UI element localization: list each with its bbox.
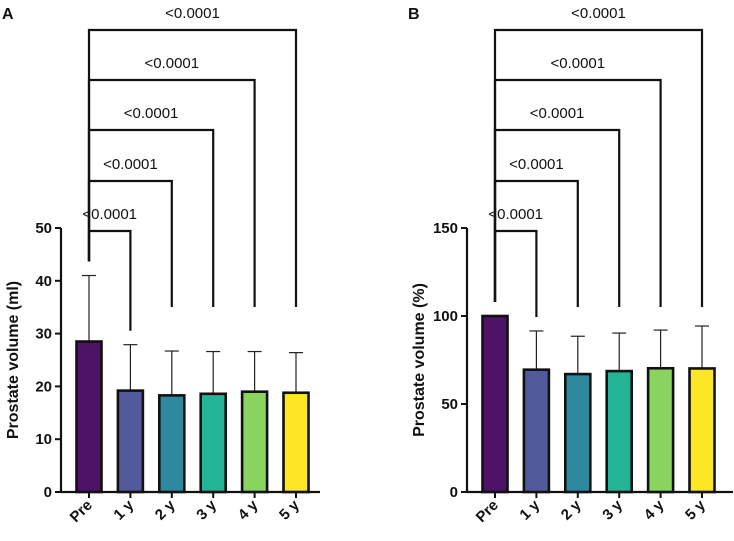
p-value-label: <0.0001 — [488, 206, 543, 223]
significance-bracket — [493, 28, 704, 307]
y-tick-label: 10 — [35, 431, 52, 448]
bar-5y — [282, 391, 310, 494]
x-tick-label: 5 y — [682, 496, 709, 523]
bar-Pre — [75, 340, 103, 494]
significance-bracket — [87, 229, 132, 331]
y-axis-label: Prostate volume (%) — [411, 283, 428, 437]
p-value-label: <0.0001 — [550, 55, 605, 72]
y-tick-label: 40 — [35, 273, 52, 290]
bar-2y — [158, 394, 186, 494]
bar-1y — [522, 368, 551, 494]
bar-1y — [116, 389, 145, 494]
y-tick-label: 0 — [44, 484, 52, 501]
x-tick-label: Pre — [67, 497, 96, 526]
y-tick-label: 0 — [450, 484, 458, 501]
p-value-label: <0.0001 — [165, 5, 220, 22]
bar-Pre — [481, 314, 509, 494]
y-tick-label: 150 — [433, 220, 458, 237]
bar-3y — [199, 392, 227, 494]
x-tick-label: 2 y — [152, 496, 179, 523]
x-tick-label: 3 y — [193, 496, 220, 523]
bar-4y — [240, 390, 269, 494]
y-tick-label: 50 — [35, 220, 52, 237]
x-tick-label: 1 y — [110, 496, 137, 523]
y-tick-label: 20 — [35, 378, 52, 395]
bar-5y — [688, 367, 716, 494]
x-tick-label: 4 y — [235, 496, 262, 523]
x-tick-label: 4 y — [641, 496, 668, 523]
p-value-label: <0.0001 — [82, 206, 137, 223]
y-axis-label: Prostate volume (ml) — [5, 281, 22, 439]
y-tick-label: 100 — [433, 308, 458, 325]
x-tick-label: 3 y — [599, 496, 626, 523]
significance-bracket — [87, 28, 298, 307]
panel-a: A 0 10 20 30 40 50 Prostate volume (ml) Pre 1 y 2 … — [2, 5, 320, 526]
bar-3y — [605, 369, 634, 494]
p-value-label: <0.0001 — [103, 156, 158, 173]
x-tick-label: 5 y — [276, 496, 303, 523]
p-value-label: <0.0001 — [571, 5, 626, 22]
panel-label: A — [2, 6, 14, 23]
p-value-label: <0.0001 — [530, 105, 585, 122]
panel-label: B — [408, 6, 420, 23]
x-tick-label: 2 y — [558, 496, 585, 523]
significance-bracket — [493, 229, 538, 317]
y-tick-label: 50 — [441, 396, 458, 413]
bar-4y — [646, 366, 675, 494]
x-tick-label: 1 y — [516, 496, 543, 523]
p-value-label: <0.0001 — [144, 55, 199, 72]
p-value-label: <0.0001 — [509, 156, 564, 173]
bar-2y — [563, 372, 592, 494]
y-tick-label: 30 — [35, 326, 52, 343]
p-value-label: <0.0001 — [124, 105, 179, 122]
panel-b: B 0 50 100 150 Prostate volume (%) Pre 1 y 2 y 3 … — [408, 5, 733, 526]
x-tick-label: Pre — [473, 497, 502, 526]
